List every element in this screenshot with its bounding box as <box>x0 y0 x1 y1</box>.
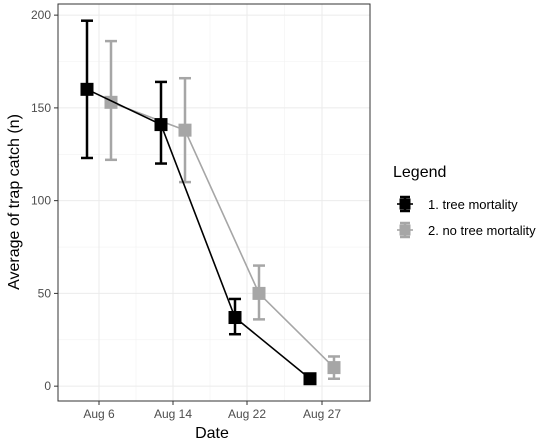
y-axis-title: Average of trap catch (n) <box>6 114 23 290</box>
data-point-1-tree-mortality <box>154 118 168 132</box>
data-point-1-tree-mortality <box>228 311 242 325</box>
data-point-2-no-tree-mortality <box>327 361 341 375</box>
data-point-2-no-tree-mortality <box>252 286 266 300</box>
y-tick-label: 200 <box>31 8 51 22</box>
y-tick-label: 50 <box>38 286 52 300</box>
data-point-2-no-tree-mortality <box>178 123 192 137</box>
y-tick-label: 150 <box>31 101 51 115</box>
legend-label-2-no-tree-mortality: 2. no tree mortality <box>428 223 536 238</box>
legend-swatch-1-tree-mortality <box>399 198 411 210</box>
x-tick-label: Aug 14 <box>154 407 192 421</box>
y-tick-label: 100 <box>31 194 51 208</box>
x-tick-label: Aug 27 <box>303 407 341 421</box>
x-tick-label: Aug 22 <box>228 407 266 421</box>
legend-swatch-2-no-tree-mortality <box>399 224 411 236</box>
panel-background <box>58 4 370 401</box>
legend-label-1-tree-mortality: 1. tree mortality <box>428 197 518 212</box>
legend-title: Legend <box>393 164 446 181</box>
series-line-1-tree-mortality <box>86 88 311 380</box>
axis-layer: 0 50 100 150 200 Aug 6 Aug 14 Aug 22 Aug 27 <box>31 8 341 421</box>
x-tick-label: Aug 6 <box>83 407 115 421</box>
y-tick-label: 0 <box>44 379 51 393</box>
series-layer <box>80 19 341 386</box>
data-point-1-tree-mortality <box>303 372 317 386</box>
data-point-1-tree-mortality <box>80 82 94 96</box>
x-axis-title: Date <box>195 425 229 442</box>
panel-border <box>57 3 371 402</box>
legend: Legend 1. tree mortality 2. no tree morta… <box>393 164 536 239</box>
series-line-2-no-tree-mortality <box>110 101 335 369</box>
